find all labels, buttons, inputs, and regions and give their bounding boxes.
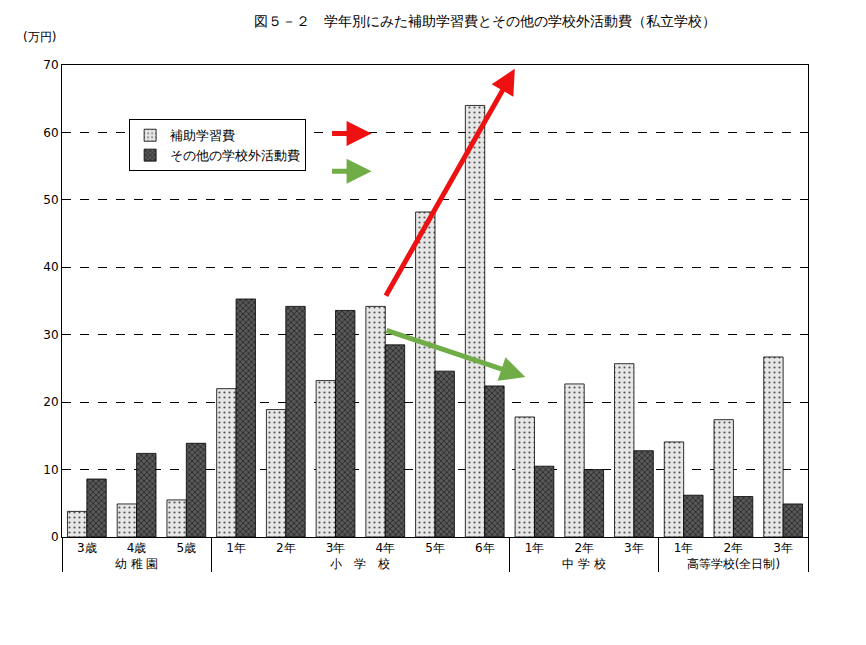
svg-text:2年: 2年 [574,541,594,555]
svg-text:1年: 1年 [226,541,246,555]
svg-text:50: 50 [43,193,58,207]
svg-text:3歳: 3歳 [77,541,97,555]
svg-text:10: 10 [43,463,58,477]
svg-text:3年: 3年 [326,541,346,555]
svg-text:高等学校(全日制): 高等学校(全日制) [687,557,780,571]
svg-text:1年: 1年 [674,541,694,555]
svg-text:60: 60 [43,126,58,140]
svg-text:20: 20 [43,395,58,409]
svg-text:5年: 5年 [425,541,445,555]
svg-text:2年: 2年 [276,541,296,555]
svg-text:小 学 校: 小 学 校 [330,557,390,571]
svg-text:その他の学校外活動費: その他の学校外活動費 [170,148,300,163]
svg-text:(万円): (万円) [23,30,56,44]
svg-text:6年: 6年 [475,541,495,555]
svg-text:1年: 1年 [525,541,545,555]
svg-text:0: 0 [51,530,59,544]
svg-text:70: 70 [43,58,58,72]
svg-text:補助学習費: 補助学習費 [170,128,235,143]
svg-text:図５－２ 学年別にみた補助学習費とその他の学校外活動費（私立: 図５－２ 学年別にみた補助学習費とその他の学校外活動費（私立学校） [254,13,716,29]
svg-text:4歳: 4歳 [127,541,147,555]
svg-text:40: 40 [43,260,58,274]
svg-text:5歳: 5歳 [177,541,197,555]
svg-text:3年: 3年 [773,541,793,555]
svg-text:中 学 校: 中 学 校 [562,557,606,571]
svg-text:30: 30 [43,328,58,342]
svg-text:2年: 2年 [724,541,744,555]
svg-text:幼 稚 園: 幼 稚 園 [115,557,159,571]
svg-text:3年: 3年 [624,541,644,555]
svg-text:4年: 4年 [375,541,395,555]
